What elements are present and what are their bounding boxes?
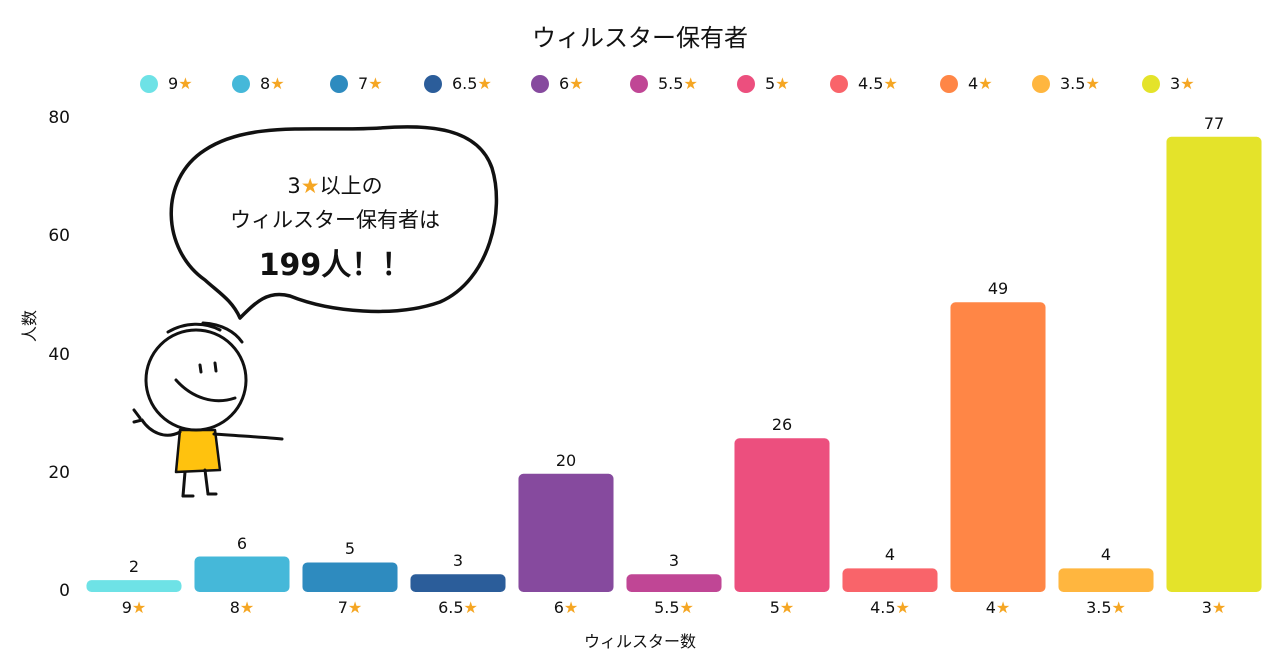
bar-4.5-star bbox=[842, 568, 938, 592]
x-tick-label: 3.5★ bbox=[1086, 598, 1126, 617]
x-tick-label: 6★ bbox=[553, 598, 579, 617]
bar-group bbox=[86, 136, 1262, 593]
legend-item[interactable]: 4.5 ★ bbox=[830, 74, 898, 93]
legend-item[interactable]: 5 ★ bbox=[737, 74, 790, 93]
bar-3.5-star bbox=[1058, 568, 1154, 592]
star-icon: ★ bbox=[131, 598, 147, 617]
legend-item[interactable]: 8 ★ bbox=[232, 74, 285, 93]
star-icon: ★ bbox=[679, 598, 694, 617]
data-label: 3 bbox=[452, 551, 464, 571]
star-icon: ★ bbox=[883, 74, 898, 93]
bubble-line-1: 3★以上の bbox=[287, 174, 383, 198]
bar-5-star bbox=[734, 438, 830, 592]
legend-swatch bbox=[630, 74, 648, 93]
star-icon: ★ bbox=[239, 598, 255, 617]
data-label: 20 bbox=[555, 450, 577, 470]
star-icon: ★ bbox=[477, 74, 492, 93]
star-icon: ★ bbox=[270, 74, 285, 93]
x-tick-label: 3★ bbox=[1201, 598, 1227, 617]
y-tick-label: 20 bbox=[48, 462, 70, 483]
bubble-line-2: ウィルスター保有者は bbox=[230, 208, 440, 232]
bar-4-star bbox=[950, 302, 1046, 592]
legend-swatch bbox=[424, 74, 442, 93]
legend-item[interactable]: 6 ★ bbox=[531, 74, 584, 93]
bubble-line-3: 199人！！ bbox=[258, 248, 412, 283]
x-tick-label: 6.5★ bbox=[438, 598, 478, 617]
bar-3-star bbox=[1166, 136, 1262, 593]
data-label: 2 bbox=[128, 557, 140, 577]
y-tick-label: 40 bbox=[48, 344, 70, 365]
data-label: 4 bbox=[884, 545, 896, 565]
star-icon: ★ bbox=[178, 74, 193, 93]
data-label: 49 bbox=[987, 279, 1009, 299]
x-tick-label: 5.5★ bbox=[654, 598, 694, 617]
data-label: 4 bbox=[1100, 545, 1112, 565]
bar-5.5-star bbox=[626, 574, 722, 592]
legend-item[interactable]: 4 ★ bbox=[940, 74, 993, 93]
star-icon: ★ bbox=[300, 174, 320, 198]
legend-swatch bbox=[737, 74, 755, 93]
bar-6.5-star bbox=[410, 574, 506, 592]
bar-6-star bbox=[518, 473, 614, 592]
bar-8-star bbox=[194, 556, 290, 592]
legend-swatch bbox=[940, 74, 958, 93]
legend-swatch bbox=[330, 74, 348, 93]
x-tick-label: 4★ bbox=[985, 598, 1011, 617]
legend-swatch bbox=[140, 74, 158, 93]
data-label: 77 bbox=[1203, 113, 1225, 133]
legend-item[interactable]: 3.5 ★ bbox=[1032, 74, 1100, 93]
star-icon: ★ bbox=[995, 598, 1011, 617]
speech-bubble bbox=[169, 125, 499, 320]
y-tick-label: 80 bbox=[48, 108, 70, 128]
y-tick-label: 0 bbox=[59, 581, 70, 601]
chart-title: ウィルスター保有者 bbox=[532, 24, 748, 52]
star-icon: ★ bbox=[347, 598, 363, 617]
star-icon: ★ bbox=[1180, 74, 1195, 93]
star-icon: ★ bbox=[978, 74, 993, 93]
legend-item[interactable]: 5.5 ★ bbox=[630, 74, 698, 93]
legend-item[interactable]: 9 ★ bbox=[140, 74, 193, 93]
x-tick-label: 5★ bbox=[769, 598, 795, 617]
legend-swatch bbox=[232, 74, 250, 93]
bar-9-star bbox=[86, 580, 182, 592]
star-icon: ★ bbox=[463, 598, 478, 617]
data-label: 5 bbox=[344, 539, 356, 559]
legend-swatch bbox=[1032, 74, 1050, 93]
x-tick-label: 9★ bbox=[121, 598, 147, 617]
chart-legend: 9 ★ 8 ★ 7 ★ 6.5 ★ 6 ★ 5.5 ★ 5 ★ 4.5 ★ 4 ★ 3.5 ★ 3 ★ bbox=[0, 74, 1280, 98]
legend-item[interactable]: 3 ★ bbox=[1142, 74, 1195, 93]
star-icon: ★ bbox=[779, 598, 795, 617]
x-tick-label: 8★ bbox=[229, 598, 255, 617]
star-icon: ★ bbox=[775, 74, 790, 93]
star-icon: ★ bbox=[683, 74, 698, 93]
stick-figure-character bbox=[132, 321, 284, 498]
y-axis-label: 人数 bbox=[20, 309, 39, 342]
data-label: 6 bbox=[236, 533, 248, 553]
legend-swatch bbox=[531, 74, 549, 93]
star-icon: ★ bbox=[1111, 598, 1126, 617]
data-label: 3 bbox=[668, 551, 680, 571]
star-icon: ★ bbox=[1211, 598, 1227, 617]
y-tick-label: 60 bbox=[48, 226, 70, 247]
legend-item[interactable]: 7 ★ bbox=[330, 74, 383, 93]
star-icon: ★ bbox=[569, 74, 584, 93]
legend-swatch bbox=[830, 74, 848, 93]
x-tick-label: 7★ bbox=[337, 598, 363, 617]
x-tick-label: 4.5★ bbox=[870, 598, 910, 617]
legend-item[interactable]: 6.5 ★ bbox=[424, 74, 492, 93]
star-icon: ★ bbox=[563, 598, 579, 617]
bar-7-star bbox=[302, 562, 398, 592]
legend-swatch bbox=[1142, 74, 1160, 93]
star-icon: ★ bbox=[1085, 74, 1100, 93]
data-label: 26 bbox=[771, 415, 793, 435]
star-icon: ★ bbox=[895, 598, 910, 617]
star-icon: ★ bbox=[368, 74, 383, 93]
x-axis-label: ウィルスター数 bbox=[583, 632, 696, 651]
